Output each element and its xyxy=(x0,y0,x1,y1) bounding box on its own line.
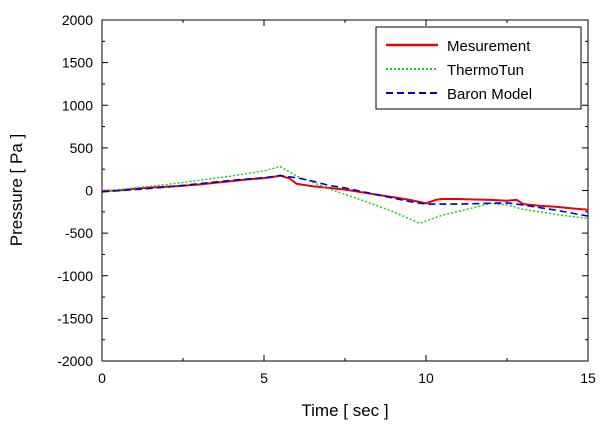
x-tick-label: 0 xyxy=(98,370,106,386)
x-tick-label: 5 xyxy=(260,370,268,386)
y-axis-title: Pressure [ Pa ] xyxy=(7,134,26,246)
x-tick-label: 10 xyxy=(418,370,434,386)
y-tick-label: 0 xyxy=(85,183,93,199)
y-tick-label: 500 xyxy=(70,140,94,156)
x-tick-label: 15 xyxy=(580,370,596,386)
legend-label: ThermoTun xyxy=(447,62,524,79)
y-tick-label: -1000 xyxy=(57,268,93,284)
axis-ticks: 2000 1500 1000 500 0 -500 -1000 -1500 -2000 0 5 10 1… xyxy=(57,12,596,386)
y-tick-label: -500 xyxy=(65,225,93,241)
y-tick-label: 2000 xyxy=(62,12,93,28)
series-line-thermotun xyxy=(102,165,588,225)
y-tick-label: -1500 xyxy=(57,310,93,326)
legend-label: Baron Model xyxy=(447,86,532,103)
y-tick-label: -2000 xyxy=(57,353,93,369)
y-tick-label: 1000 xyxy=(62,97,93,113)
series-line-baron-model xyxy=(102,174,588,217)
legend-label: Mesurement xyxy=(447,38,531,55)
y-tick-label: 1500 xyxy=(62,55,93,71)
series-layer xyxy=(102,165,588,225)
legend: Mesurement ThermoTun Baron Model xyxy=(375,26,582,110)
x-axis-title: Time [ sec ] xyxy=(301,401,388,420)
